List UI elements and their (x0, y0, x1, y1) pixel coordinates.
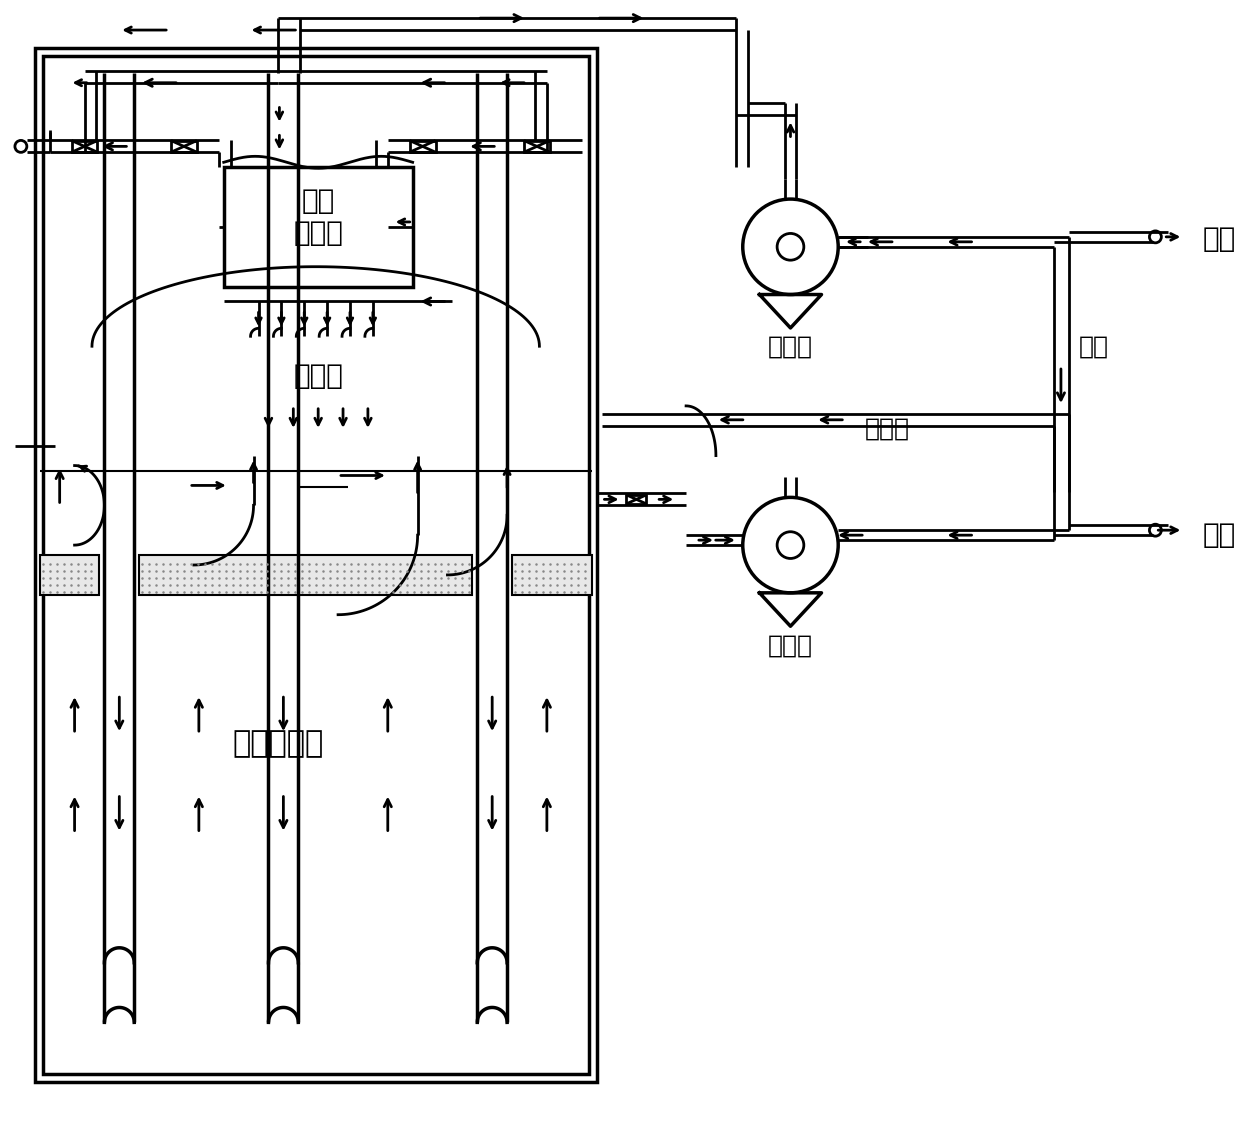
Text: 气液
分离段: 气液 分离段 (293, 187, 343, 248)
Bar (139, 555, 472, 595)
Text: 返料: 返料 (1079, 334, 1109, 358)
Text: 出料泵: 出料泵 (768, 633, 813, 657)
Bar (42, 56, 589, 1074)
Bar (223, 168, 413, 287)
Bar (40, 555, 99, 595)
Text: 扑沫液: 扑沫液 (293, 362, 343, 390)
Text: 扑沫液: 扑沫液 (866, 416, 910, 441)
Bar (512, 555, 591, 595)
Bar (409, 141, 435, 152)
Bar (72, 141, 98, 152)
Text: 出料: 出料 (1203, 521, 1236, 549)
Text: 鼓泡反应段: 鼓泡反应段 (233, 729, 324, 758)
Bar (626, 495, 646, 504)
Bar (525, 141, 549, 152)
Text: 进料: 进料 (1203, 225, 1236, 253)
Bar (171, 141, 197, 152)
Bar (35, 48, 596, 1082)
Text: 进料泵: 进料泵 (768, 335, 813, 359)
